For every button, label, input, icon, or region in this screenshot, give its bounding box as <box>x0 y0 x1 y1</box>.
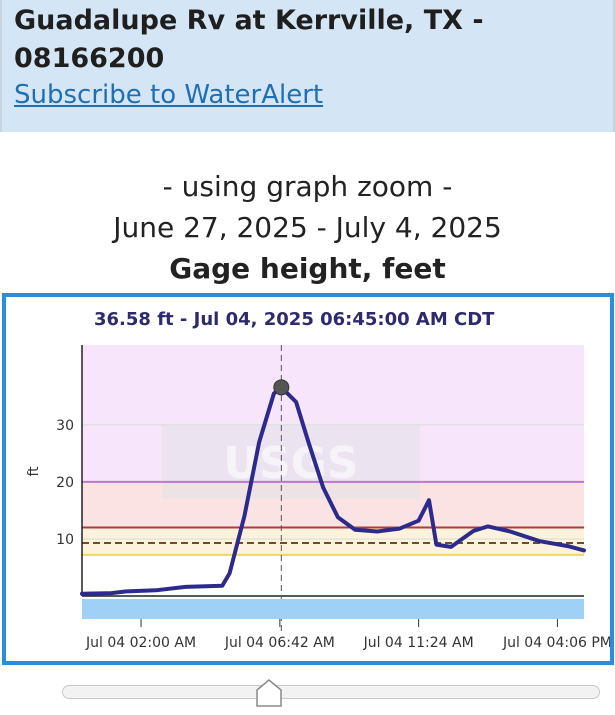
chart-axes <box>81 345 584 597</box>
hover-point-marker <box>273 379 290 396</box>
x-tick-label: Jul 04 04:06 PM <box>502 635 610 651</box>
y-tick-labels: 10 20 30 <box>56 418 74 548</box>
zoom-slider-track[interactable] <box>62 685 600 699</box>
date-range: June 27, 2025 - July 4, 2025 <box>113 211 502 244</box>
hover-readout: 36.58 ft - Jul 04, 2025 06:45:00 AM CDT <box>94 309 495 330</box>
zoom-note: - using graph zoom - <box>162 170 453 203</box>
parameter-title: Gage height, feet <box>169 252 446 285</box>
zoom-slider-thumb[interactable] <box>255 678 283 708</box>
x-tick-label: Jul 04 02:00 AM <box>85 635 196 651</box>
hydrograph-chart[interactable]: 36.58 ft - Jul 04, 2025 06:45:00 AM CDT … <box>2 293 614 665</box>
subscribe-wateralert-link[interactable]: Subscribe to WaterAlert <box>14 80 324 110</box>
chart-svg: 36.58 ft - Jul 04, 2025 06:45:00 AM CDT … <box>26 309 610 651</box>
usgs-watermark <box>162 424 420 499</box>
y-tick-label: 30 <box>56 418 74 434</box>
site-header: Guadalupe Rv at Kerrville, TX - 08166200… <box>0 0 615 132</box>
graph-caption: - using graph zoom - June 27, 2025 - Jul… <box>0 166 615 289</box>
band-low <box>82 527 584 555</box>
series-line <box>80 385 586 596</box>
range-navigator-bar[interactable] <box>82 599 584 619</box>
x-tick-label: Jul 04 06:42 AM <box>224 635 335 651</box>
x-tick-label: Jul 04 11:24 AM <box>363 635 474 651</box>
y-axis-label: ft <box>26 466 42 477</box>
site-title: Guadalupe Rv at Kerrville, TX - 08166200 <box>14 5 484 74</box>
y-tick-label: 20 <box>56 475 74 491</box>
x-tick-labels: Jul 04 02:00 AM Jul 04 06:42 AM Jul 04 11:… <box>85 619 610 651</box>
series-layer <box>80 345 586 631</box>
y-tick-label: 10 <box>56 532 74 548</box>
usgs-watermark-text: USGS <box>223 438 358 489</box>
